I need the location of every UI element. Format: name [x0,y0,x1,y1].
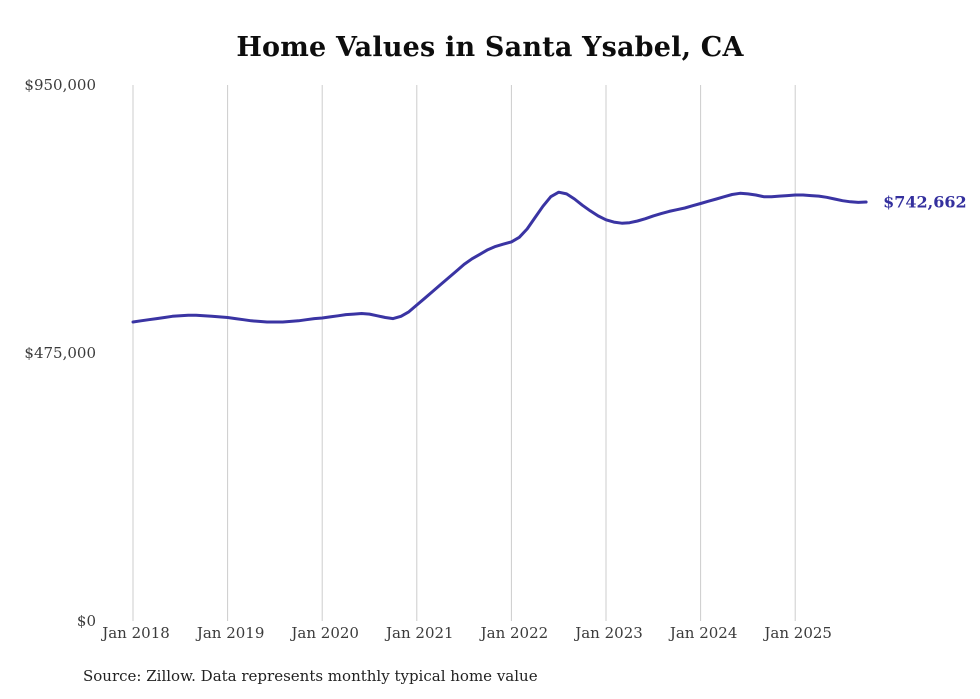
x-axis-tick-label: Jan 2021 [386,624,454,642]
x-axis-tick-label: Jan 2022 [480,624,549,642]
y-axis-tick-label: $475,000 [24,344,96,362]
y-axis-tick-label: $0 [76,612,96,630]
x-axis-tick-label: Jan 2019 [196,624,265,642]
x-axis-tick-label: Jan 2024 [669,624,738,642]
x-axis-tick-label: Jan 2020 [291,624,359,642]
value-line [131,190,868,324]
y-axis-tick-label: $950,000 [24,76,96,94]
source-note: Source: Zillow. Data represents monthly … [83,667,538,685]
chart-title: Home Values in Santa Ysabel, CA [236,32,744,63]
x-axis-tick-label: Jan 2023 [575,624,643,642]
x-axis-tick-label: Jan 2025 [764,624,832,642]
end-value-label: $742,662 [883,192,967,212]
x-axis-tick-label: Jan 2018 [102,624,170,642]
